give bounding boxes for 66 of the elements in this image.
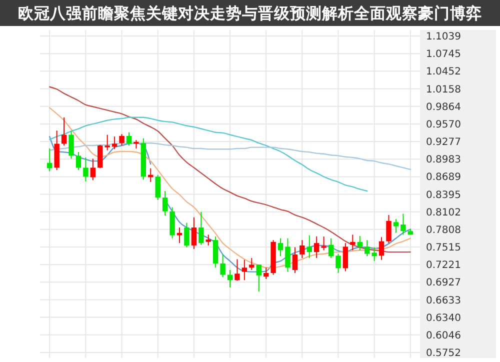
candlestick xyxy=(306,234,312,259)
candlestick xyxy=(372,246,377,262)
candlestick xyxy=(206,234,211,246)
candlestick xyxy=(220,254,226,278)
y-tick-label: 0.8395 xyxy=(426,190,461,201)
candlestick xyxy=(162,190,168,216)
y-tick-label: 0.8689 xyxy=(426,172,461,184)
line-series xyxy=(49,116,368,192)
y-tick-label: 0.9864 xyxy=(426,102,461,113)
candlestick xyxy=(212,236,218,268)
candlestick xyxy=(249,258,254,271)
y-tick-label: 1.0158 xyxy=(426,84,461,96)
candlestick xyxy=(278,238,284,257)
y-tick-label: 0.6046 xyxy=(426,330,461,342)
y-tick-label: 0.5752 xyxy=(426,348,461,359)
chart-title: 欧冠八强前瞻聚焦关键对决走势与晋级预测解析全面观察豪门博弈 xyxy=(18,4,482,23)
candlestick xyxy=(198,211,204,246)
candlestick xyxy=(176,227,182,244)
candlestick xyxy=(364,240,370,257)
candlestick xyxy=(170,206,175,239)
candlestick xyxy=(68,130,74,160)
candlestick xyxy=(314,236,320,259)
candlestick xyxy=(378,236,384,260)
candlestick xyxy=(112,136,118,150)
candlestick xyxy=(104,134,110,151)
y-tick-label: 0.6340 xyxy=(426,312,461,324)
candlestick xyxy=(386,214,392,244)
candlestick xyxy=(400,213,406,236)
y-tick-label: 0.7808 xyxy=(426,224,461,236)
candlestick xyxy=(328,238,334,259)
y-tick-label: 0.9570 xyxy=(426,119,461,130)
candlestick xyxy=(342,242,348,272)
candlestick xyxy=(292,246,298,274)
y-tick-label: 1.0452 xyxy=(426,66,461,78)
candlestick xyxy=(336,253,341,274)
y-tick-label: 1.0745 xyxy=(426,49,461,60)
candlestick xyxy=(126,132,132,146)
y-tick-label: 0.8983 xyxy=(426,154,461,166)
candlestick xyxy=(54,130,60,171)
candlestick xyxy=(350,234,356,251)
candlestick xyxy=(263,267,269,280)
candlestick xyxy=(76,152,82,171)
candlestick xyxy=(155,174,160,200)
candlestick xyxy=(357,235,362,251)
candlestick xyxy=(321,236,326,251)
candlestick xyxy=(234,258,240,282)
candlestick xyxy=(47,148,52,172)
candlestick xyxy=(90,158,96,181)
y-tick-label: 0.7515 xyxy=(426,242,461,254)
candlestick xyxy=(83,156,88,182)
candlestick xyxy=(119,134,124,146)
candlestick xyxy=(191,216,197,250)
candlestick xyxy=(285,238,290,272)
y-tick-label: 0.6927 xyxy=(426,278,461,289)
y-tick-label: 0.6633 xyxy=(426,295,461,306)
candlestick xyxy=(256,264,262,292)
candlestick xyxy=(242,259,248,281)
y-tick-label: 0.8102 xyxy=(426,207,461,218)
y-tick-label: 0.9277 xyxy=(426,137,461,148)
candlestick xyxy=(61,116,67,146)
y-tick-label: 1.1039 xyxy=(426,32,461,43)
candlestick xyxy=(393,218,399,234)
y-tick-label: 0.7221 xyxy=(426,260,461,272)
candlestick xyxy=(184,222,190,248)
candlestick xyxy=(300,240,305,259)
candlestick xyxy=(98,144,103,169)
